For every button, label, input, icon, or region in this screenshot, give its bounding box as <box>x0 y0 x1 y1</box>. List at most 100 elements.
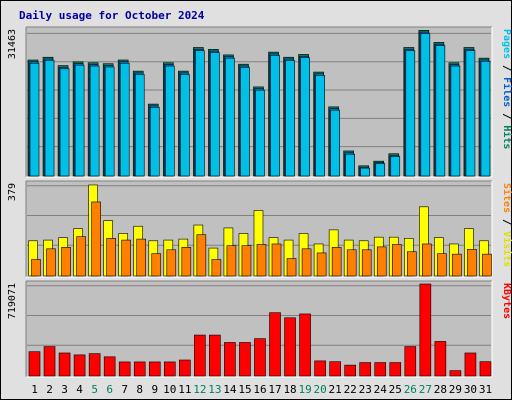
y-max-label: 31463 <box>7 29 18 59</box>
kbytes-bar <box>449 370 462 377</box>
x-tick-label: 9 <box>151 383 158 396</box>
x-tick-label: 7 <box>121 383 128 396</box>
x-tick-label: 27 <box>419 383 432 396</box>
x-tick-label: 29 <box>449 383 462 396</box>
pages-bar <box>59 68 70 177</box>
sites-bar <box>61 247 71 277</box>
sites-bar <box>136 238 147 277</box>
pages-bar <box>270 55 280 177</box>
kbytes-bar <box>254 338 266 377</box>
sites-bar <box>91 201 101 277</box>
series-legend-label: KBytes <box>501 283 512 319</box>
sites-bar <box>452 253 462 277</box>
x-tick-label: 3 <box>61 383 68 396</box>
x-tick-label: 20 <box>314 383 327 396</box>
sites-bar <box>437 253 447 277</box>
pages-bar <box>195 50 205 177</box>
series-legend-label: Sites / Visits <box>501 183 512 267</box>
x-tick-label: 11 <box>178 383 191 396</box>
sites-bar <box>106 238 116 277</box>
x-tick-label: 12 <box>193 383 206 396</box>
chart-title: Daily usage for October 2024 <box>19 9 205 22</box>
sites-bar <box>391 244 402 277</box>
pages-bar <box>465 50 476 177</box>
legend-segment: Sites <box>501 183 512 213</box>
sites-bar <box>151 253 162 277</box>
pages-bar <box>360 167 371 177</box>
sites-bar <box>482 253 492 277</box>
kbytes-bar <box>148 361 161 377</box>
pages-bar <box>44 60 55 177</box>
pages-bar <box>405 50 416 177</box>
x-tick-label: 30 <box>464 383 477 396</box>
kbytes-bar <box>359 362 372 377</box>
pages-bar <box>345 153 355 177</box>
pages-bar <box>240 67 250 177</box>
sites-bar <box>316 252 327 277</box>
pages-bar <box>285 60 295 177</box>
kbytes-bar <box>464 352 477 377</box>
kbytes-bar <box>479 361 492 377</box>
kbytes-bar <box>344 364 356 377</box>
legend-segment: Files <box>501 77 512 107</box>
kbytes-bar <box>28 351 41 377</box>
pages-bar <box>390 156 401 177</box>
pages-bar <box>315 75 325 177</box>
pages-bar <box>375 163 386 177</box>
pages-bar <box>89 65 100 177</box>
kbytes-bar <box>194 334 206 377</box>
sites-bar <box>271 243 282 277</box>
series-legend-label: Pages / Files / Hits <box>501 29 512 149</box>
x-tick-label: 8 <box>136 383 143 396</box>
pages-bar <box>119 62 130 177</box>
kbytes-bar <box>389 362 402 377</box>
x-tick-label: 23 <box>359 383 372 396</box>
pages-bar <box>225 57 235 177</box>
sites-bar <box>46 248 56 277</box>
x-tick-label: 18 <box>283 383 296 396</box>
pages-bar <box>300 57 310 177</box>
sites-bar <box>407 251 417 277</box>
legend-segment: Visits <box>501 231 512 267</box>
kbytes-bar <box>419 283 432 377</box>
x-tick-label: 28 <box>434 383 447 396</box>
kbytes-bar <box>209 334 221 377</box>
sites-bar <box>121 239 131 277</box>
kbytes-bar <box>239 342 251 377</box>
pages-bar <box>255 89 265 177</box>
sites-bar <box>376 246 387 277</box>
sites-bar <box>166 249 177 277</box>
pages-bar <box>74 64 85 177</box>
sites-bar <box>331 247 342 277</box>
x-tick-label: 6 <box>106 383 113 396</box>
x-tick-label: 16 <box>253 383 266 396</box>
x-tick-label: 13 <box>208 383 221 396</box>
kbytes-bar <box>314 360 326 377</box>
pages-bar <box>420 33 431 177</box>
kbytes-bar <box>88 353 101 377</box>
legend-segment: / <box>501 107 512 125</box>
sites-bar <box>422 243 432 277</box>
kbytes-bar <box>103 356 116 377</box>
x-tick-label: 31 <box>479 383 492 396</box>
pages-bar <box>29 62 40 177</box>
sites-bar <box>31 259 41 277</box>
x-tick-label: 2 <box>46 383 53 396</box>
x-tick-label: 26 <box>404 383 417 396</box>
kbytes-bar <box>163 361 176 377</box>
kbytes-bar <box>73 354 86 377</box>
sites-bar <box>256 244 267 277</box>
pages-bar <box>450 65 461 177</box>
x-tick-label: 5 <box>91 383 98 396</box>
pages-bar <box>435 45 446 177</box>
kbytes-bar <box>179 359 191 377</box>
x-tick-label: 1 <box>31 383 38 396</box>
sites-bar <box>181 247 192 277</box>
x-tick-label: 19 <box>298 383 311 396</box>
x-tick-label: 10 <box>163 383 176 396</box>
kbytes-bar <box>299 313 311 377</box>
sites-bar <box>467 248 477 277</box>
sites-bar <box>286 258 297 277</box>
pages-bar <box>164 65 175 177</box>
